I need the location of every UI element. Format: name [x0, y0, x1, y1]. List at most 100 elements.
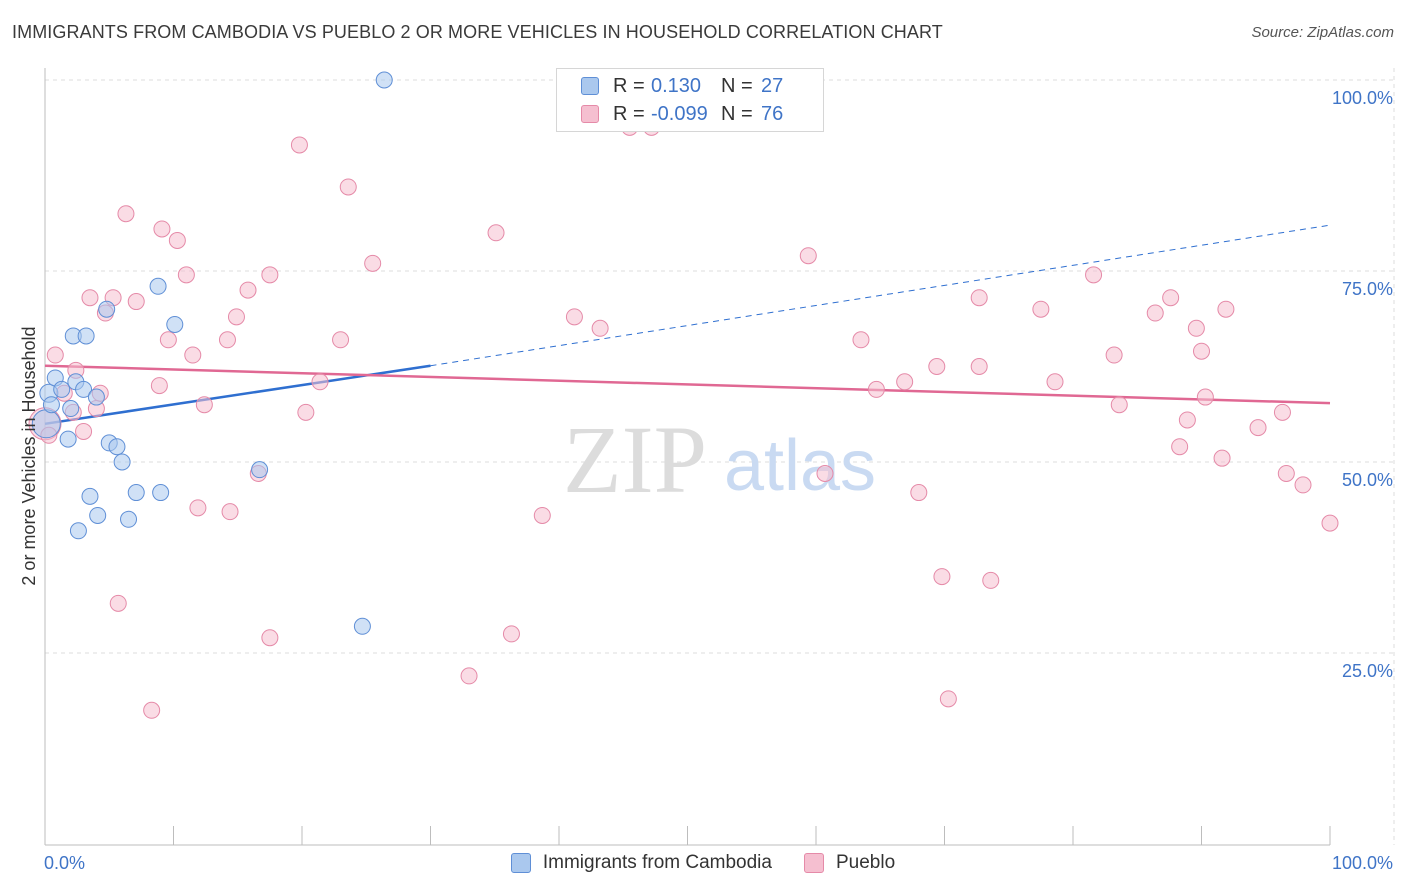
point-pueblo — [297, 403, 315, 421]
series-legend-label: Pueblo — [835, 852, 896, 873]
point-pueblo — [184, 346, 202, 364]
point-pueblo — [218, 331, 236, 349]
point-pueblo — [189, 499, 207, 517]
legend-n-value: 27 — [761, 74, 784, 97]
source-label: Source: ZipAtlas.com — [1251, 24, 1394, 41]
legend-row-cambodia: R = 0.130 N = 27 — [581, 73, 783, 99]
point-pueblo — [460, 667, 478, 685]
point-cambodia — [353, 617, 371, 635]
y-axis-label: 2 or more Vehicles in Household — [19, 326, 39, 585]
point-pueblo — [332, 331, 350, 349]
legend-n-value: 76 — [761, 102, 784, 125]
point-pueblo — [81, 289, 99, 307]
point-pueblo — [290, 136, 308, 154]
legend-r-label: R = — [613, 102, 645, 125]
trend-line-cambodia-projection — [430, 224, 1331, 367]
point-cambodia — [375, 71, 393, 89]
point-pueblo — [150, 377, 168, 395]
point-cambodia — [89, 506, 107, 524]
legend-n-label: N = — [721, 74, 753, 97]
point-pueblo — [153, 220, 171, 238]
series-legend-item-cambodia[interactable]: Immigrants from Cambodia — [510, 852, 772, 874]
series-swatch-pink — [803, 853, 824, 873]
point-pueblo — [1105, 346, 1123, 364]
point-pueblo — [1110, 396, 1128, 414]
point-pueblo — [1178, 411, 1196, 429]
point-pueblo — [933, 568, 951, 586]
series-legend: Immigrants from Cambodia Pueblo — [0, 852, 1406, 874]
point-cambodia — [75, 380, 93, 398]
correlation-legend: R = 0.130 N = 27 R = -0.099 N = 76 — [556, 68, 824, 132]
point-cambodia — [120, 510, 138, 528]
legend-swatch-blue — [581, 77, 599, 95]
series-swatch-blue — [510, 853, 531, 873]
point-cambodia — [62, 400, 80, 418]
data-points — [28, 71, 1339, 719]
point-cambodia — [77, 327, 95, 345]
point-pueblo — [227, 308, 245, 326]
x-tick-label: 0.0% — [44, 853, 85, 873]
y-tick-label: 25.0% — [1342, 661, 1393, 681]
point-pueblo — [117, 205, 135, 223]
point-pueblo — [852, 331, 870, 349]
point-pueblo — [1085, 266, 1103, 284]
legend-row-pueblo: R = -0.099 N = 76 — [581, 101, 783, 127]
point-pueblo — [1277, 464, 1295, 482]
point-pueblo — [364, 254, 382, 272]
chart-title: IMMIGRANTS FROM CAMBODIA VS PUEBLO 2 OR … — [12, 22, 943, 42]
series-legend-item-pueblo[interactable]: Pueblo — [803, 852, 896, 874]
point-pueblo — [928, 358, 946, 375]
point-pueblo — [177, 266, 195, 284]
point-cambodia — [87, 388, 105, 406]
point-pueblo — [1171, 438, 1189, 456]
point-pueblo — [168, 231, 186, 249]
watermark-zip: ZIP — [563, 406, 707, 513]
point-pueblo — [261, 266, 279, 284]
point-pueblo — [1196, 388, 1214, 406]
point-pueblo — [1294, 476, 1312, 494]
legend-r-value: -0.099 — [651, 102, 708, 125]
point-pueblo — [1273, 403, 1291, 421]
tick-labels: 25.0% 50.0% 75.0% 100.0% 0.0% 100.0% 2 or more… — [19, 88, 1393, 873]
y-tick-label: 75.0% — [1342, 279, 1393, 299]
point-pueblo — [221, 503, 239, 521]
point-cambodia — [81, 487, 99, 505]
point-pueblo — [1032, 300, 1050, 318]
point-cambodia — [98, 300, 116, 318]
point-pueblo — [261, 629, 279, 647]
point-cambodia — [53, 380, 71, 398]
point-pueblo — [1046, 373, 1064, 391]
point-cambodia — [251, 461, 269, 479]
point-pueblo — [1249, 419, 1267, 437]
point-pueblo — [109, 594, 127, 612]
point-pueblo — [75, 422, 93, 440]
axes — [44, 68, 1331, 846]
point-pueblo — [143, 701, 161, 719]
point-pueblo — [1162, 289, 1180, 307]
point-cambodia — [127, 484, 145, 502]
point-pueblo — [591, 319, 609, 337]
point-cambodia — [108, 438, 126, 456]
point-cambodia — [69, 522, 87, 540]
point-pueblo — [195, 396, 213, 414]
point-pueblo — [939, 690, 957, 708]
point-pueblo — [533, 506, 551, 524]
point-cambodia — [152, 484, 170, 502]
point-pueblo — [1193, 342, 1210, 360]
point-cambodia — [42, 396, 60, 414]
point-cambodia — [113, 453, 131, 471]
point-cambodia — [166, 315, 184, 333]
point-pueblo — [970, 358, 988, 375]
legend-r-value: 0.130 — [651, 74, 702, 97]
point-cambodia — [149, 277, 167, 295]
point-pueblo — [1146, 304, 1164, 322]
point-pueblo — [502, 625, 520, 643]
point-cambodia — [59, 430, 77, 448]
legend-n-label: N = — [721, 102, 753, 125]
legend-r-label: R = — [613, 74, 645, 97]
point-pueblo — [565, 308, 583, 326]
point-pueblo — [867, 380, 885, 398]
watermark: ZIP atlas — [563, 406, 876, 513]
y-tick-label: 100.0% — [1332, 88, 1393, 108]
